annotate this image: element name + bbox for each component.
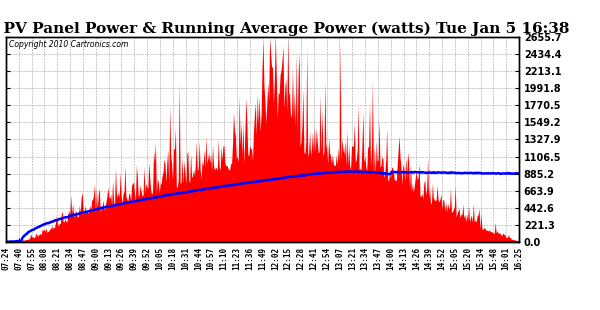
Text: Copyright 2010 Cartronics.com: Copyright 2010 Cartronics.com bbox=[8, 40, 128, 49]
Title: Total PV Panel Power & Running Average Power (watts) Tue Jan 5 16:38: Total PV Panel Power & Running Average P… bbox=[0, 22, 569, 36]
